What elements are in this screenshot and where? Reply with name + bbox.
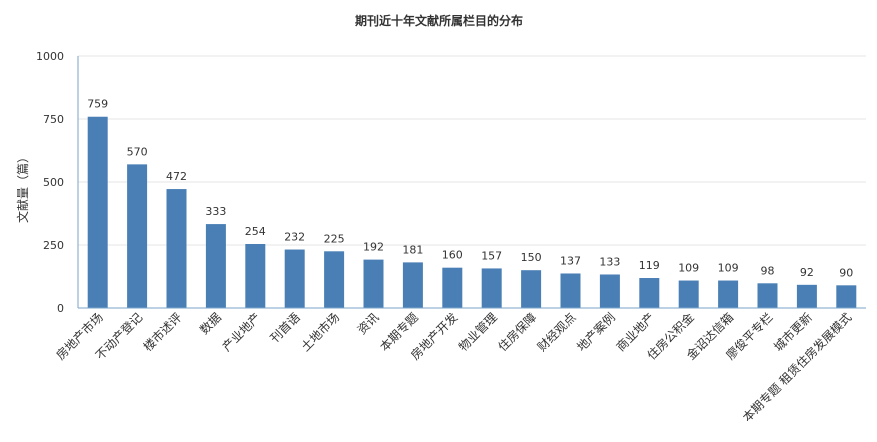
x-tick-label: 物业管理 <box>455 310 500 355</box>
data-label: 759 <box>87 98 108 111</box>
bar <box>639 278 660 308</box>
bar <box>757 283 778 308</box>
x-tick-label: 楼市述评 <box>140 310 185 355</box>
bar <box>402 262 423 308</box>
data-label: 254 <box>245 225 266 238</box>
data-label: 160 <box>442 249 463 262</box>
y-tick-label: 0 <box>57 302 64 315</box>
bar <box>166 189 187 308</box>
data-label: 137 <box>560 254 581 267</box>
y-tick-label: 250 <box>43 239 64 252</box>
bar <box>521 270 542 308</box>
bar <box>87 116 108 309</box>
data-label: 109 <box>718 262 739 275</box>
bar <box>796 284 817 308</box>
x-tick-label: 数据 <box>196 310 224 338</box>
data-label: 98 <box>761 264 775 277</box>
x-tick-label: 土地市场 <box>298 310 343 355</box>
data-label: 150 <box>521 251 542 264</box>
chart-title: 期刊近十年文献所属栏目的分布 <box>355 13 523 28</box>
y-tick-label: 1000 <box>36 50 64 63</box>
data-label: 225 <box>324 232 345 245</box>
gridlines <box>78 55 866 246</box>
bar <box>363 259 384 308</box>
data-label: 119 <box>639 259 660 272</box>
data-label: 192 <box>363 241 384 254</box>
x-tick-label: 财经观点 <box>535 310 579 354</box>
x-tick-label: 产业地产 <box>220 310 264 354</box>
bar <box>836 285 857 308</box>
bars <box>87 116 857 309</box>
bar <box>127 164 148 308</box>
x-tick-label: 地产案例 <box>573 310 618 355</box>
data-label: 333 <box>205 205 226 218</box>
x-tick-label: 资讯 <box>355 310 382 337</box>
y-axis-label: 文献量（篇） <box>15 151 30 223</box>
x-tick-label: 住房保障 <box>495 310 540 355</box>
data-label: 181 <box>402 243 423 256</box>
bar <box>718 280 739 308</box>
bar <box>481 268 502 308</box>
data-label: 232 <box>284 231 305 244</box>
bar <box>245 243 266 308</box>
bar <box>284 249 305 308</box>
data-label: 472 <box>166 170 187 183</box>
data-label: 92 <box>800 266 814 279</box>
bar <box>205 224 226 308</box>
x-tick-label: 刊首语 <box>267 310 302 345</box>
data-label: 157 <box>481 249 502 262</box>
data-label: 109 <box>678 262 699 275</box>
data-labels: 759 570 472 333 254 232 225 192 181 160 157 150 137 1… <box>87 98 853 280</box>
y-tick-label: 750 <box>43 113 64 126</box>
data-label: 570 <box>127 145 148 158</box>
y-tick-label: 500 <box>43 176 64 189</box>
bar <box>442 267 463 308</box>
bar <box>324 251 345 308</box>
data-label: 90 <box>839 266 853 279</box>
y-tick-labels: 0 250 500 750 1000 <box>36 50 64 315</box>
data-label: 133 <box>599 255 620 268</box>
bar <box>599 274 620 308</box>
bar <box>560 273 581 308</box>
bar <box>678 280 699 308</box>
